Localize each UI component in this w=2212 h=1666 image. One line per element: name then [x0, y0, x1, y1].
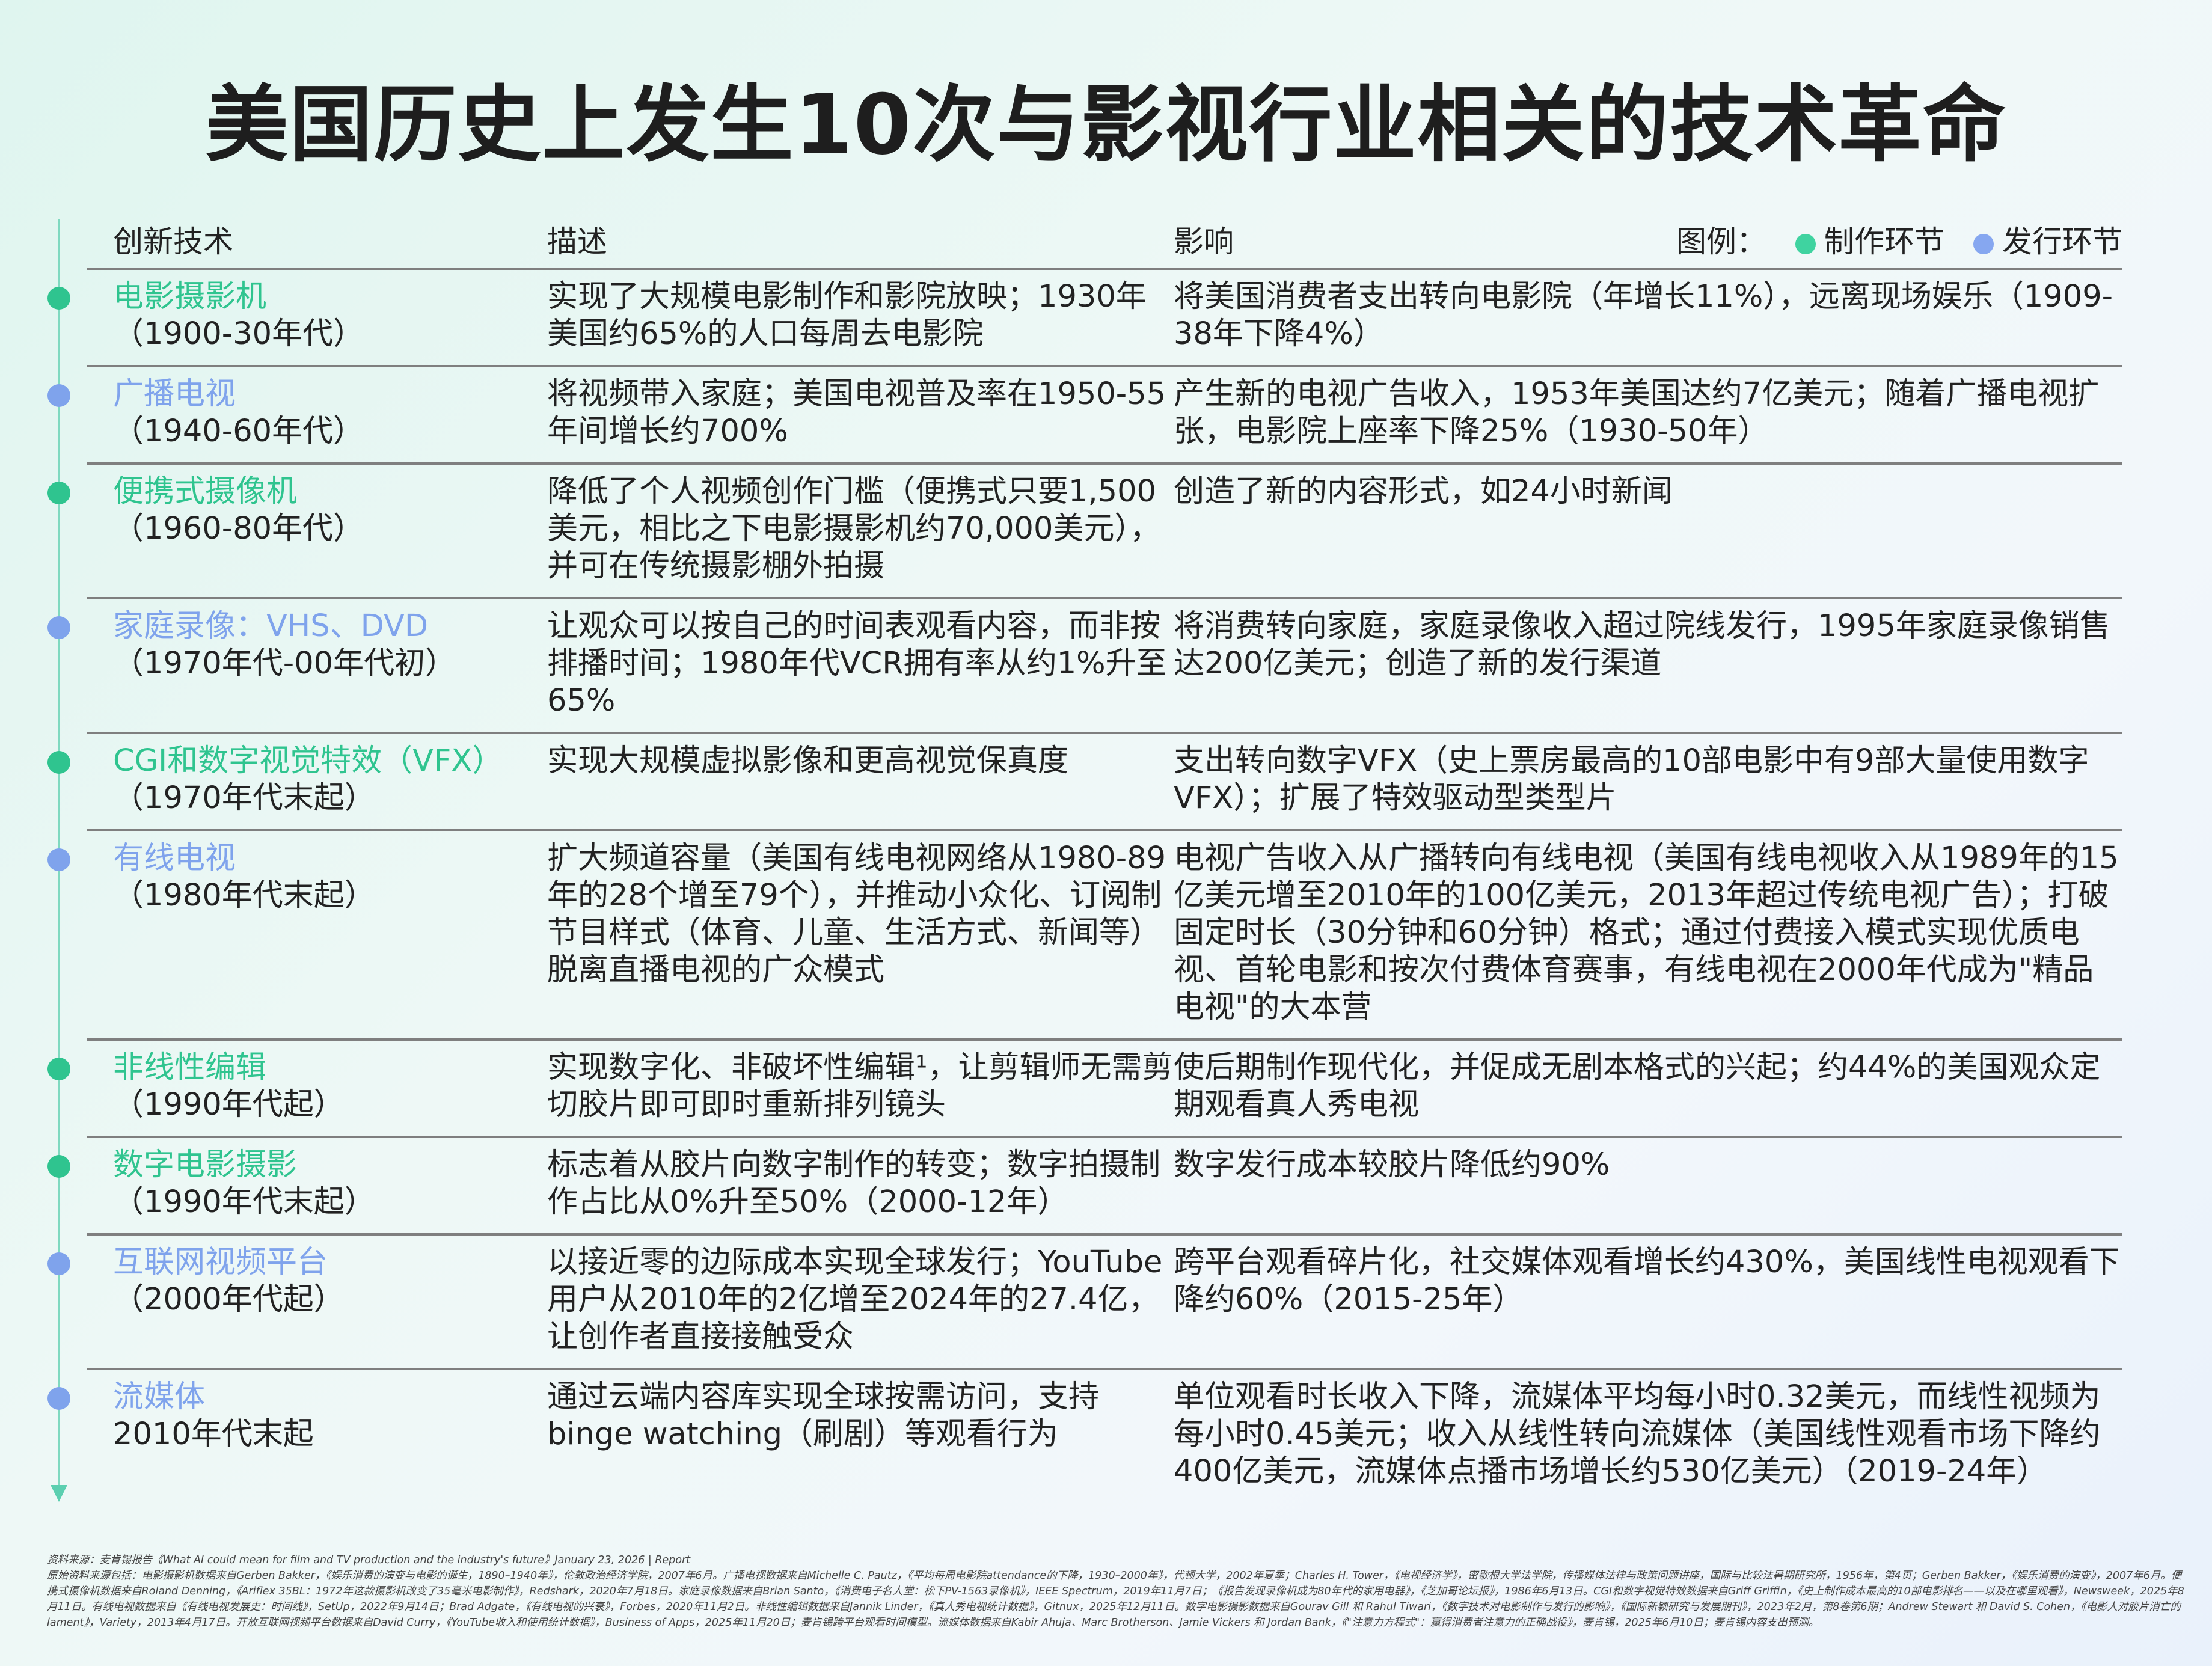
- timeline-dot: [47, 751, 70, 774]
- tech-period: （1970年代末起）: [113, 780, 375, 816]
- table: 电影摄影机 （1900-30年代） 实现了大规模电影制作和影院放映；1930年美国约…: [47, 268, 2122, 1502]
- description-cell: 通过云端内容库实现全球按需访问，支持binge watching（刷剧）等观看行…: [547, 1379, 1100, 1452]
- impact-cell: 单位观看时长收入下降，流媒体平均每小时0.32美元，而线性视频为每小时0.45美…: [1174, 1379, 2101, 1489]
- impact-cell: 跨平台观看碎片化，社交媒体观看增长约430%，美国线性电视观看下降约60%（20…: [1174, 1245, 2120, 1317]
- table-row: 广播电视 （1940-60年代） 将视频带入家庭；美国电视普及率在1950-55年间…: [47, 365, 2122, 462]
- impact-cell: 产生新的电视广告收入，1953年美国达约7亿美元；随着广播电视扩张，电影院上座率…: [1174, 376, 2100, 449]
- table-header: 创新技术 描述 影响 图例： 制作环节 发行环节: [87, 218, 2122, 260]
- timeline-dot: [47, 848, 70, 871]
- impact-cell: 数字发行成本较胶片降低约90%: [1174, 1147, 1610, 1183]
- legend-text: 发行环节: [2002, 224, 2122, 259]
- tech-name: 互联网视频平台: [113, 1245, 328, 1280]
- description-cell: 实现大规模虚拟影像和更高视觉保真度: [547, 743, 1069, 779]
- table-row: 电影摄影机 （1900-30年代） 实现了大规模电影制作和影院放映；1930年美国约…: [47, 268, 2122, 365]
- tech-cell: 电影摄影机 （1900-30年代）: [87, 278, 547, 353]
- table-row: 有线电视 （1980年代末起） 扩大频道容量（美国有线电视网络从1980-89年的2…: [47, 829, 2122, 1038]
- impact-cell: 使后期制作现代化，并促成无剧本格式的兴起；约44%的美国观众定期观看真人秀电视: [1174, 1050, 2101, 1122]
- column-header: 影响: [1174, 224, 1234, 259]
- tech-cell: CGI和数字视觉特效（VFX） （1970年代末起）: [87, 743, 547, 817]
- tech-cell: 广播电视 （1940-60年代）: [87, 376, 547, 450]
- tech-name: 数字电影摄影: [113, 1147, 298, 1183]
- tech-period: （2000年代起）: [113, 1282, 345, 1317]
- impact-cell: 支出转向数字VFX（史上票房最高的10部电影中有9部大量使用数字VFX）；扩展了…: [1174, 743, 2089, 816]
- tech-cell: 互联网视频平台 （2000年代起）: [87, 1244, 547, 1356]
- tech-period: （1940-60年代）: [113, 414, 364, 449]
- timeline-dot: [47, 1058, 70, 1080]
- legend-item: 发行环节: [1973, 218, 2122, 261]
- description-cell: 降低了个人视频创作门槛（便携式只要1,500美元，相比之下电影摄影机约70,00…: [547, 474, 1160, 584]
- legend: 图例： 制作环节 发行环节: [1676, 218, 2122, 261]
- table-row: 便携式摄像机 （1960-80年代） 降低了个人视频创作门槛（便携式只要1,500美…: [47, 462, 2122, 597]
- timeline-arrow: [51, 1485, 67, 1502]
- tech-cell: 家庭录像：VHS、DVD （1970年代-00年代初）: [87, 608, 547, 720]
- tech-period: （1990年代末起）: [113, 1184, 375, 1220]
- tech-cell: 流媒体 2010年代末起: [87, 1379, 547, 1490]
- tech-cell: 非线性编辑 （1990年代起）: [87, 1049, 547, 1124]
- table-row: CGI和数字视觉特效（VFX） （1970年代末起） 实现大规模虚拟影像和更高视觉保…: [47, 732, 2122, 829]
- description-cell: 以接近零的边际成本实现全球发行；YouTube用户从2010年的2亿增至2024…: [547, 1245, 1163, 1355]
- tech-period: 2010年代末起: [113, 1416, 314, 1452]
- timeline-dot: [47, 384, 70, 407]
- column-header: 描述: [547, 224, 607, 259]
- table-row: 家庭录像：VHS、DVD （1970年代-00年代初） 让观众可以按自己的时间表观看…: [47, 597, 2122, 732]
- description-cell: 让观众可以按自己的时间表观看内容，而非按排播时间；1980年代VCR拥有率从约1…: [547, 608, 1167, 718]
- tech-cell: 有线电视 （1980年代末起）: [87, 840, 547, 1026]
- tech-cell: 便携式摄像机 （1960-80年代）: [87, 473, 547, 585]
- impact-cell: 电视广告收入从广播转向有线电视（美国有线电视收入从1989年的15亿美元增至20…: [1174, 841, 2119, 1025]
- table-row: 互联网视频平台 （2000年代起） 以接近零的边际成本实现全球发行；YouTube用…: [47, 1233, 2122, 1368]
- description-cell: 实现了大规模电影制作和影院放映；1930年美国约65%的人口每周去电影院: [547, 279, 1147, 352]
- table-row: 数字电影摄影 （1990年代末起） 标志着从胶片向数字制作的转变；数字拍摄制作占比从…: [47, 1136, 2122, 1233]
- timeline-dot: [47, 1252, 70, 1275]
- description-cell: 将视频带入家庭；美国电视普及率在1950-55年间增长约700%: [547, 376, 1166, 449]
- footnote: 资料来源：麦肯锡报告《What AI could mean for film a…: [47, 1554, 691, 1566]
- tech-period: （1980年代末起）: [113, 878, 375, 913]
- table-row: 流媒体 2010年代末起 通过云端内容库实现全球按需访问，支持binge watch…: [47, 1368, 2122, 1502]
- legend-text: 制作环节: [1824, 224, 1944, 259]
- description-cell: 扩大频道容量（美国有线电视网络从1980-89年的28个增至79个），并推动小众…: [547, 841, 1166, 988]
- tech-period: （1960-80年代）: [113, 511, 364, 547]
- impact-cell: 创造了新的内容形式，如24小时新闻: [1174, 474, 1673, 509]
- tech-name: 非线性编辑: [113, 1050, 267, 1085]
- tech-period: （1900-30年代）: [113, 316, 364, 352]
- footnotes: 资料来源：麦肯锡报告《What AI could mean for film a…: [47, 1552, 2187, 1631]
- timeline-dot: [47, 616, 70, 639]
- column-header: 创新技术: [113, 224, 233, 259]
- legend-swatch: [1795, 234, 1816, 254]
- impact-cell: 将消费转向家庭，家庭录像收入超过院线发行，1995年家庭录像销售达200亿美元；…: [1174, 608, 2110, 681]
- description-cell: 标志着从胶片向数字制作的转变；数字拍摄制作占比从0%升至50%（2000-12年…: [547, 1147, 1161, 1220]
- timeline-dot: [47, 287, 70, 310]
- legend-swatch: [1973, 234, 1994, 254]
- impact-cell: 将美国消费者支出转向电影院（年增长11%），远离现场娱乐（1909-38年下降4…: [1174, 279, 2113, 352]
- tech-name: 便携式摄像机: [113, 474, 298, 509]
- tech-name: 流媒体: [113, 1379, 206, 1415]
- description-cell: 实现数字化、非破坏性编辑¹，让剪辑师无需剪切胶片即可即时重新排列镜头: [547, 1050, 1173, 1122]
- tech-name: 电影摄影机: [113, 279, 267, 314]
- legend-label: 图例：: [1676, 224, 1766, 259]
- tech-name: 家庭录像：VHS、DVD: [113, 608, 429, 644]
- tech-name: CGI和数字视觉特效（VFX）: [113, 743, 503, 779]
- tech-cell: 数字电影摄影 （1990年代末起）: [87, 1147, 547, 1221]
- timeline-dot: [47, 482, 70, 504]
- legend-item: 制作环节: [1795, 218, 1944, 261]
- footnote: 原始资料来源包括：电影摄影机数据来自Gerben Bakker，《娱乐消费的演变…: [47, 1570, 2184, 1629]
- timeline-dot: [47, 1387, 70, 1410]
- table-row: 非线性编辑 （1990年代起） 实现数字化、非破坏性编辑¹，让剪辑师无需剪切胶片即可…: [47, 1038, 2122, 1136]
- tech-name: 有线电视: [113, 841, 236, 876]
- tech-name: 广播电视: [113, 376, 236, 412]
- tech-period: （1990年代起）: [113, 1087, 345, 1122]
- timeline-dot: [47, 1155, 70, 1178]
- tech-period: （1970年代-00年代初）: [113, 646, 456, 681]
- title: 美国历史上发生10次与影视行业相关的技术革命: [205, 76, 2007, 173]
